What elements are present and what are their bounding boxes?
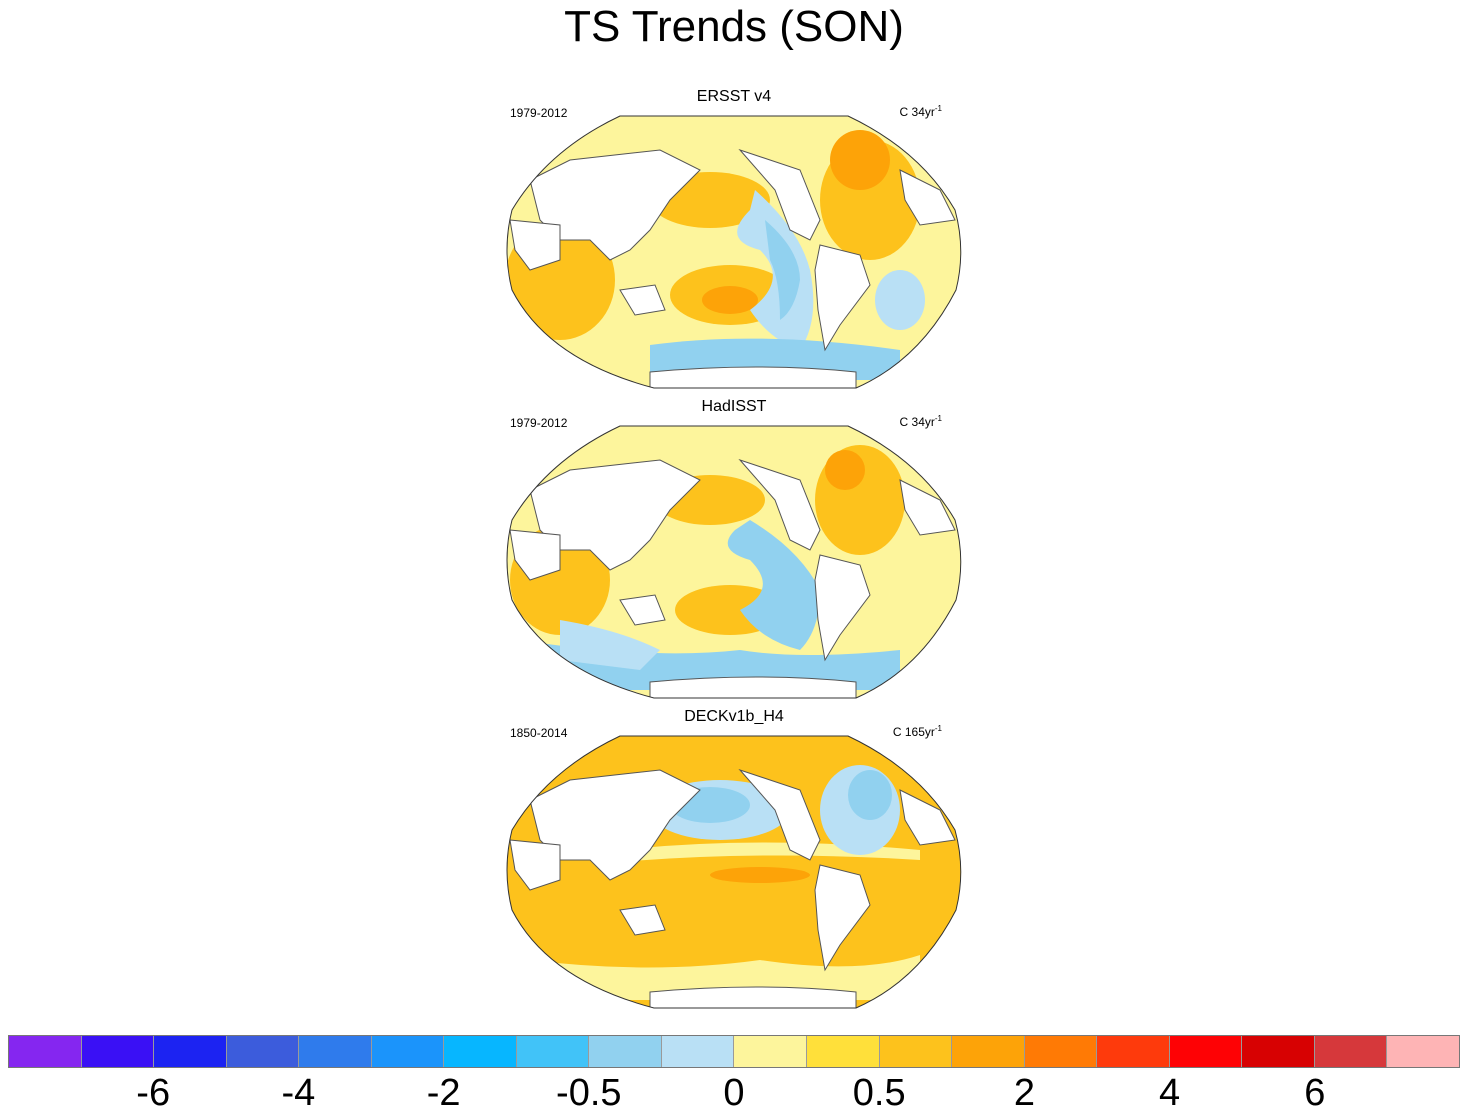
panel-units: C 34yr-1 (899, 104, 942, 119)
colorbar-label: -2 (426, 1072, 461, 1114)
panel-units: C 34yr-1 (899, 414, 942, 429)
colorbar-label: 6 (1304, 1072, 1326, 1114)
landmass-antarctica (649, 676, 857, 698)
colorbar (8, 1035, 1460, 1068)
panel-title: ERSST v4 (696, 88, 772, 105)
landmass-south-america (814, 244, 871, 352)
panel-period: 1979-2012 (510, 416, 568, 430)
colorbar-segment (154, 1036, 227, 1067)
map-panel-hadisst: HadISST 1979-2012 C 34yr-1 (500, 398, 968, 710)
warm-anomaly (825, 450, 865, 490)
landmass-australia (619, 904, 666, 936)
landmass-north-america (738, 768, 821, 861)
colorbar-segment (661, 1036, 735, 1067)
panel-units: C 165yr-1 (892, 724, 942, 739)
colorbar-segment (589, 1036, 662, 1067)
colorbar-label: 2 (1013, 1072, 1035, 1114)
landmass-africa (509, 529, 561, 581)
landmass-europe (899, 169, 956, 226)
panel-title: HadISST (701, 398, 767, 415)
map-panel-deckv1b: DECKv1b_H4 1850-2014 C 165yr-1 (500, 708, 968, 1020)
colorbar-label: -6 (136, 1072, 171, 1114)
warm-anomaly (702, 286, 758, 314)
robinson-map (506, 425, 962, 699)
landmass-australia (619, 594, 666, 626)
colorbar-label: 0 (723, 1072, 745, 1114)
colorbar-label: 4 (1159, 1072, 1181, 1114)
colorbar-segment (734, 1036, 808, 1067)
panel-title: DECKv1b_H4 (684, 708, 784, 725)
landmass-africa (509, 219, 561, 271)
landmass-south-america (814, 554, 871, 662)
landmass-europe (899, 789, 956, 846)
colorbar-segment (299, 1036, 372, 1067)
cool-anomaly (727, 520, 820, 650)
colorbar-segment (1097, 1036, 1170, 1067)
colorbar-label: -0.5 (556, 1072, 622, 1114)
colorbar-label: -4 (281, 1072, 316, 1114)
map-outline (506, 425, 962, 699)
colorbar-segment (1242, 1036, 1315, 1067)
colorbar-segment (1024, 1036, 1098, 1067)
colorbar-segment (1314, 1036, 1388, 1067)
figure-title: TS Trends (SON) (564, 2, 904, 51)
warm-anomaly (710, 867, 810, 883)
colorbar-segment (516, 1036, 590, 1067)
cool-anomaly (848, 770, 892, 820)
colorbar-segment (226, 1036, 300, 1067)
map-outline (506, 735, 962, 1009)
colorbar-segment (952, 1036, 1025, 1067)
landmass-north-america (738, 148, 821, 241)
landmass-antarctica (649, 986, 857, 1008)
cool-anomaly (875, 270, 925, 330)
colorbar-segment (9, 1036, 82, 1067)
colorbar-segment (879, 1036, 953, 1067)
panel-period: 1979-2012 (510, 106, 568, 120)
panel-period: 1850-2014 (510, 726, 568, 740)
colorbar-segment (444, 1036, 517, 1067)
cool-anomaly (765, 220, 800, 320)
landmass-north-america (738, 458, 821, 551)
landmass-antarctica (649, 366, 857, 388)
robinson-map (506, 735, 962, 1009)
colorbar-label: 0.5 (852, 1072, 906, 1114)
colorbar-segment (371, 1036, 445, 1067)
map-panel-ersst: ERSST v4 1979-2012 C 34yr-1 (500, 88, 968, 400)
landmass-africa (509, 839, 561, 891)
colorbar-segment (81, 1036, 155, 1067)
landmass-australia (619, 284, 666, 316)
landmass-south-america (814, 864, 871, 972)
robinson-map (506, 115, 962, 389)
landmass-europe (899, 479, 956, 536)
colorbar-segment (1387, 1036, 1459, 1067)
colorbar-segment (1169, 1036, 1243, 1067)
cool-anomaly (560, 620, 660, 670)
map-outline (506, 115, 962, 389)
colorbar-segment (807, 1036, 880, 1067)
warm-anomaly (830, 130, 890, 190)
